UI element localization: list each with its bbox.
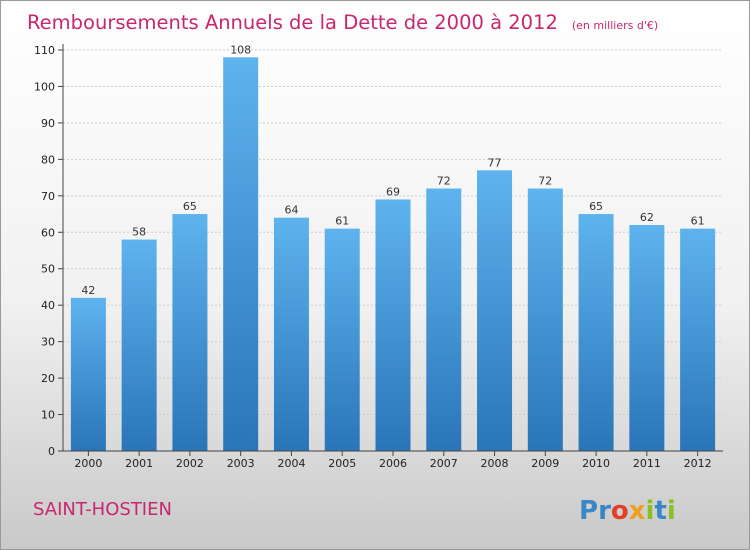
x-tick-label: 2009 [531,457,559,470]
x-tick-label: 2010 [582,457,610,470]
y-tick-label: 100 [34,80,55,93]
bar-2009 [527,188,563,451]
y-tick-label: 50 [41,263,55,276]
x-tick-label: 2012 [684,457,712,470]
y-tick-label: 60 [41,226,55,239]
bar-value-label: 58 [132,226,146,239]
bar-2007 [426,188,462,451]
bar-2010 [578,214,614,451]
logo-letter: i [646,496,655,526]
bar-value-label: 61 [335,215,349,228]
x-tick-label: 2011 [633,457,661,470]
bars [70,57,716,452]
bar-2000 [70,297,106,451]
commune-name: SAINT-HOSTIEN [33,499,172,520]
logo-letter: x [629,496,646,526]
bar-2001 [121,239,157,451]
logo-letter: r [598,496,611,526]
bar-value-label: 69 [386,185,400,198]
bar-value-label: 42 [81,284,95,297]
bar-value-label: 108 [230,43,251,56]
bar-value-label: 72 [538,175,552,188]
y-tick-label: 70 [41,190,55,203]
proxiti-logo: Proxiti [579,496,676,526]
bar-2008 [477,170,513,452]
bar-2004 [273,217,309,451]
x-tick-label: 2000 [74,457,102,470]
y-tick-label: 90 [41,117,55,130]
chart-unit: (en milliers d'€) [572,19,658,32]
x-tick-label: 2007 [430,457,458,470]
bar-2012 [680,228,716,451]
x-tick-label: 2001 [125,457,153,470]
bar-value-label: 65 [183,200,197,213]
logo-letter: t [654,496,666,526]
y-tick-label: 40 [41,299,55,312]
x-tick-label: 2002 [176,457,204,470]
bar-value-label: 65 [589,200,603,213]
bar-value-label: 61 [691,215,705,228]
y-tick-label: 0 [48,445,55,458]
bar-value-label: 62 [640,211,654,224]
bar-value-label: 64 [284,204,298,217]
x-tick-label: 2006 [379,457,407,470]
bar-value-label: 77 [488,156,502,169]
x-tick-label: 2005 [328,457,356,470]
bar-2002 [172,214,208,451]
axes [58,44,723,456]
labels: 0 10 20 30 40 50 60 70 80 90 100 110 42 2000 58 2001 65 2… [34,43,712,470]
chart-title-block: Remboursements Annuels de la Dette de 20… [27,11,658,34]
x-tick-label: 2003 [227,457,255,470]
x-tick-label: 2004 [277,457,305,470]
bar-2011 [629,224,665,451]
logo-letter: i [667,496,676,526]
y-tick-label: 20 [41,372,55,385]
bar-value-label: 72 [437,175,451,188]
logo-letter: P [579,496,598,526]
y-tick-label: 80 [41,153,55,166]
y-tick-label: 10 [41,409,55,422]
y-tick-label: 30 [41,336,55,349]
bar-2003 [223,57,259,452]
x-tick-label: 2008 [481,457,509,470]
y-tick-label: 110 [34,44,55,57]
bar-2006 [375,199,411,451]
logo-letter: o [611,496,629,526]
chart-title: Remboursements Annuels de la Dette de 20… [27,11,558,34]
bar-2005 [324,228,360,451]
